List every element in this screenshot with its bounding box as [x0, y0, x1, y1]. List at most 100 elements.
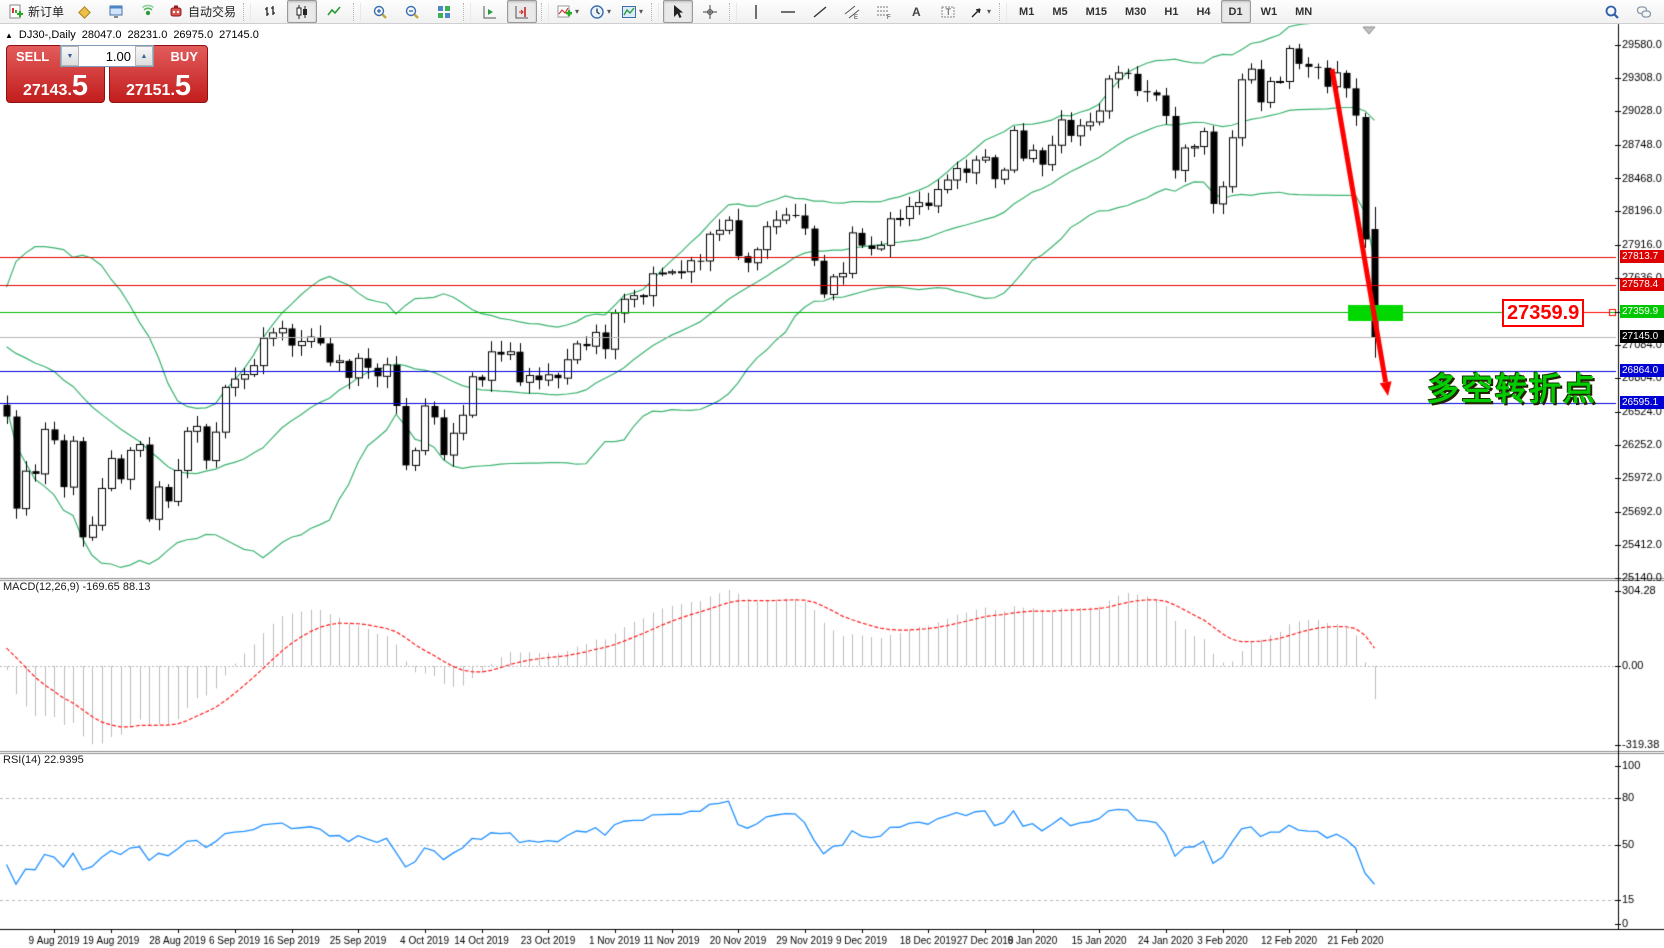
search-button[interactable]: [1597, 0, 1627, 23]
bar-chart-icon: [262, 4, 278, 20]
arrows-caret-icon[interactable]: ▾: [987, 7, 992, 16]
toolbar: 新订单 自动交易 ▾ ▾ ▾ E F A T ▾ M1 M5 M15 M30 H1 H4 D1 W1 MN: [0, 0, 1664, 24]
tf-H1-button[interactable]: H1: [1156, 0, 1186, 23]
cursor-button[interactable]: [663, 0, 694, 23]
one-click-trading-panel: SELL 27143. 5 BUY 27151. 5 ▼ 1.00 ▲: [6, 45, 208, 105]
volume-decrease-button[interactable]: ▼: [61, 46, 79, 66]
fibonacci-icon: F: [876, 4, 892, 20]
sell-price: 27143. 5: [7, 72, 104, 101]
volume-value[interactable]: 1.00: [105, 48, 131, 64]
fibonacci-button[interactable]: F: [869, 0, 899, 23]
tf-M30-button[interactable]: M30: [1117, 0, 1154, 23]
toolbar-separator: [353, 2, 362, 21]
tf-M5-button[interactable]: M5: [1044, 0, 1075, 23]
templates-caret-icon[interactable]: ▾: [639, 7, 644, 16]
periods-icon: [589, 4, 605, 20]
candlestick-chart-icon: [294, 4, 310, 20]
data-window-button[interactable]: [101, 0, 131, 23]
ohlc-close: 27145.0: [219, 29, 259, 41]
data-window-icon: [108, 4, 124, 20]
chart-shift-button[interactable]: [507, 0, 538, 23]
tf-M15-label: M15: [1085, 5, 1107, 18]
equidistant-channel-button[interactable]: E: [837, 0, 867, 23]
tf-MN-label: MN: [1295, 5, 1313, 18]
tf-MN-button[interactable]: MN: [1287, 0, 1320, 23]
templates-button[interactable]: ▾: [617, 0, 647, 23]
symbol-timeframe-label: DJ30-,Daily: [18, 29, 76, 41]
svg-text:E: E: [854, 15, 858, 20]
new-order-button[interactable]: 新订单: [5, 0, 67, 23]
zoom-out-button[interactable]: [397, 0, 427, 23]
periods-button[interactable]: ▾: [585, 0, 615, 23]
tf-W1-button[interactable]: W1: [1253, 0, 1286, 23]
vertical-line-button[interactable]: [741, 0, 771, 23]
volume-increase-button[interactable]: ▲: [135, 46, 153, 66]
price-callout-label[interactable]: 27359.9: [1502, 299, 1585, 327]
auto-scroll-icon: [482, 4, 498, 20]
volume-stepper: ▼ 1.00 ▲: [60, 45, 154, 67]
level-price-label: 26864.0: [1620, 364, 1664, 377]
zoom-in-icon: [372, 4, 388, 20]
indicators-caret-icon[interactable]: ▾: [575, 7, 580, 16]
horizontal-line-button[interactable]: [773, 0, 803, 23]
level-price-label: 27813.7: [1620, 250, 1664, 263]
text-label-icon: T: [940, 4, 956, 20]
trendline-icon: [812, 4, 828, 20]
indicators-button[interactable]: ▾: [553, 0, 583, 23]
crosshair-button[interactable]: [695, 0, 725, 23]
tf-M1-label: M1: [1019, 5, 1035, 18]
toolbar-separator: [463, 2, 472, 21]
candlestick-chart-button[interactable]: [287, 0, 318, 23]
indicators-icon: [557, 4, 573, 20]
svg-text:A: A: [912, 5, 921, 19]
turning-point-annotation[interactable]: 多空转折点: [1427, 371, 1598, 407]
community-button[interactable]: [1629, 0, 1659, 23]
toolbar-separator: [541, 2, 550, 21]
zoom-in-button[interactable]: [365, 0, 395, 23]
toolbar-separator: [999, 2, 1008, 21]
navigator-button[interactable]: [133, 0, 163, 23]
one-click-toggle-icon[interactable]: ▲: [5, 30, 13, 40]
bar-chart-button[interactable]: [255, 0, 285, 23]
ohlc-low: 26975.0: [173, 29, 214, 41]
text-label-button[interactable]: T: [933, 0, 963, 23]
ohlc-open: 28047.0: [81, 29, 122, 41]
autotrading-button[interactable]: 自动交易: [165, 0, 239, 23]
tile-windows-icon: [436, 4, 452, 20]
horizontal-line-icon: [780, 4, 796, 20]
equidistant-channel-icon: E: [844, 4, 860, 20]
arrows-button[interactable]: ▾: [965, 0, 995, 23]
line-chart-button[interactable]: [319, 0, 349, 23]
level-price-label: 27578.4: [1620, 278, 1664, 291]
current-price-label: 27145.0: [1620, 330, 1664, 343]
svg-text:F: F: [887, 15, 891, 20]
navigator-icon: [140, 4, 156, 20]
sell-label: SELL: [16, 49, 50, 64]
new-order-icon: [8, 4, 24, 20]
market-watch-button[interactable]: [69, 0, 99, 23]
text-icon: A: [908, 4, 924, 20]
tf-M15-button[interactable]: M15: [1078, 0, 1115, 23]
sell-price-main: 27143.: [22, 82, 72, 99]
toolbar-separator: [243, 2, 252, 21]
autotrading-label: 自动交易: [188, 5, 237, 19]
toolbar-right-group: [1596, 0, 1660, 23]
zoom-out-icon: [404, 4, 420, 20]
tf-D1-button[interactable]: D1: [1220, 0, 1251, 23]
buy-price-main: 27151.: [125, 82, 175, 99]
periods-caret-icon[interactable]: ▾: [607, 7, 612, 16]
tf-M1-button[interactable]: M1: [1011, 0, 1042, 23]
buy-price-pip: 5: [174, 70, 192, 102]
search-icon: [1604, 4, 1620, 20]
line-chart-icon: [326, 4, 342, 20]
text-button[interactable]: A: [901, 0, 931, 23]
trendline-button[interactable]: [805, 0, 835, 23]
chart-shift-icon: [514, 4, 530, 20]
tf-H4-button[interactable]: H4: [1188, 0, 1218, 23]
templates-icon: [621, 4, 637, 20]
tile-windows-button[interactable]: [429, 0, 459, 23]
new-order-label: 新订单: [28, 5, 65, 19]
auto-scroll-button[interactable]: [475, 0, 505, 23]
